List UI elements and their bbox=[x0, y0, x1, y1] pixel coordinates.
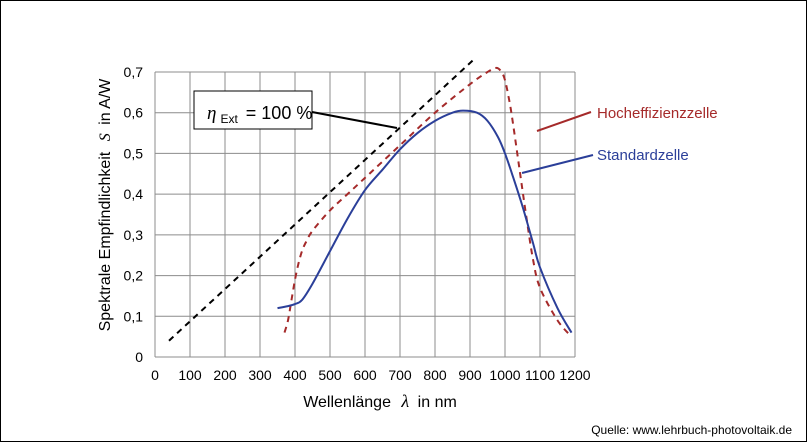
x-tick-label-9: 900 bbox=[458, 367, 482, 383]
x-tick-label-10: 1000 bbox=[489, 367, 520, 383]
y-tick-label-2: 0,2 bbox=[124, 268, 144, 284]
source-note: Quelle: www.lehrbuch-photovoltaik.de bbox=[591, 423, 792, 437]
y-axis-title-prefix: Spektrale Empfindlichkeit bbox=[97, 151, 114, 331]
legend-standardzelle: Standardzelle bbox=[521, 147, 689, 174]
y-axis-symbol: S bbox=[97, 133, 114, 141]
legend-hocheffizienzzelle: Hocheffizienzzelle bbox=[536, 105, 718, 132]
x-tick-labels: 0 100 200 300 400 500 600 700 800 900 1000 1100 1200 bbox=[151, 367, 591, 383]
x-tick-label-5: 500 bbox=[318, 367, 342, 383]
eta-value: = 100 % bbox=[246, 103, 313, 123]
y-tick-label-6: 0,6 bbox=[124, 105, 144, 121]
eta-ext-box bbox=[193, 90, 313, 130]
y-tick-labels: 0 0,1 0,2 0,3 0,4 0,5 0,6 0,7 bbox=[124, 64, 144, 365]
series-lines bbox=[168, 59, 573, 342]
standard-leader bbox=[521, 154, 594, 174]
y-axis-title-suffix: in A/W bbox=[97, 78, 114, 125]
x-tick-label-6: 600 bbox=[353, 367, 377, 383]
y-tick-label-1: 0,1 bbox=[124, 308, 144, 324]
eta-symbol: η bbox=[207, 103, 216, 124]
standard-label: Standardzelle bbox=[597, 147, 689, 164]
grid bbox=[154, 71, 576, 358]
y-tick-label-3: 0,3 bbox=[124, 227, 144, 243]
eta-ext-callout: η Ext = 100 % bbox=[193, 90, 398, 130]
x-axis-symbol: λ bbox=[400, 391, 409, 411]
hocheffizienz-leader bbox=[536, 111, 592, 132]
x-axis-title: Wellenlänge λ in nm bbox=[303, 391, 457, 411]
x-tick-label-11: 1100 bbox=[525, 367, 555, 383]
eta-subscript: Ext bbox=[220, 112, 238, 126]
x-tick-label-2: 200 bbox=[213, 367, 237, 383]
x-tick-label-0: 0 bbox=[151, 367, 159, 383]
x-axis-title-prefix: Wellenlänge bbox=[303, 394, 391, 411]
x-axis-title-suffix: in nm bbox=[418, 394, 457, 411]
x-tick-label-1: 100 bbox=[178, 367, 202, 383]
hocheffizienz-label: Hocheffizienzzelle bbox=[597, 105, 718, 122]
eta-ext-label: η Ext = 100 % bbox=[207, 103, 312, 127]
y-tick-label-5: 0,5 bbox=[124, 145, 144, 161]
series-eta-ext-100 bbox=[168, 59, 475, 342]
x-tick-label-8: 800 bbox=[423, 367, 447, 383]
series-hocheffizienzzelle bbox=[283, 66, 573, 338]
y-axis-title: Spektrale Empfindlichkeit S in A/W bbox=[97, 78, 114, 332]
x-tick-label-12: 1200 bbox=[559, 367, 590, 383]
y-tick-label-4: 0,4 bbox=[124, 186, 144, 202]
x-tick-label-4: 400 bbox=[283, 367, 307, 383]
x-tick-label-3: 300 bbox=[248, 367, 272, 383]
y-tick-label-7: 0,7 bbox=[124, 64, 144, 80]
eta-ext-leader bbox=[311, 111, 398, 129]
y-tick-label-0: 0 bbox=[135, 349, 143, 365]
x-tick-label-7: 700 bbox=[388, 367, 412, 383]
series-standardzelle bbox=[277, 109, 573, 334]
